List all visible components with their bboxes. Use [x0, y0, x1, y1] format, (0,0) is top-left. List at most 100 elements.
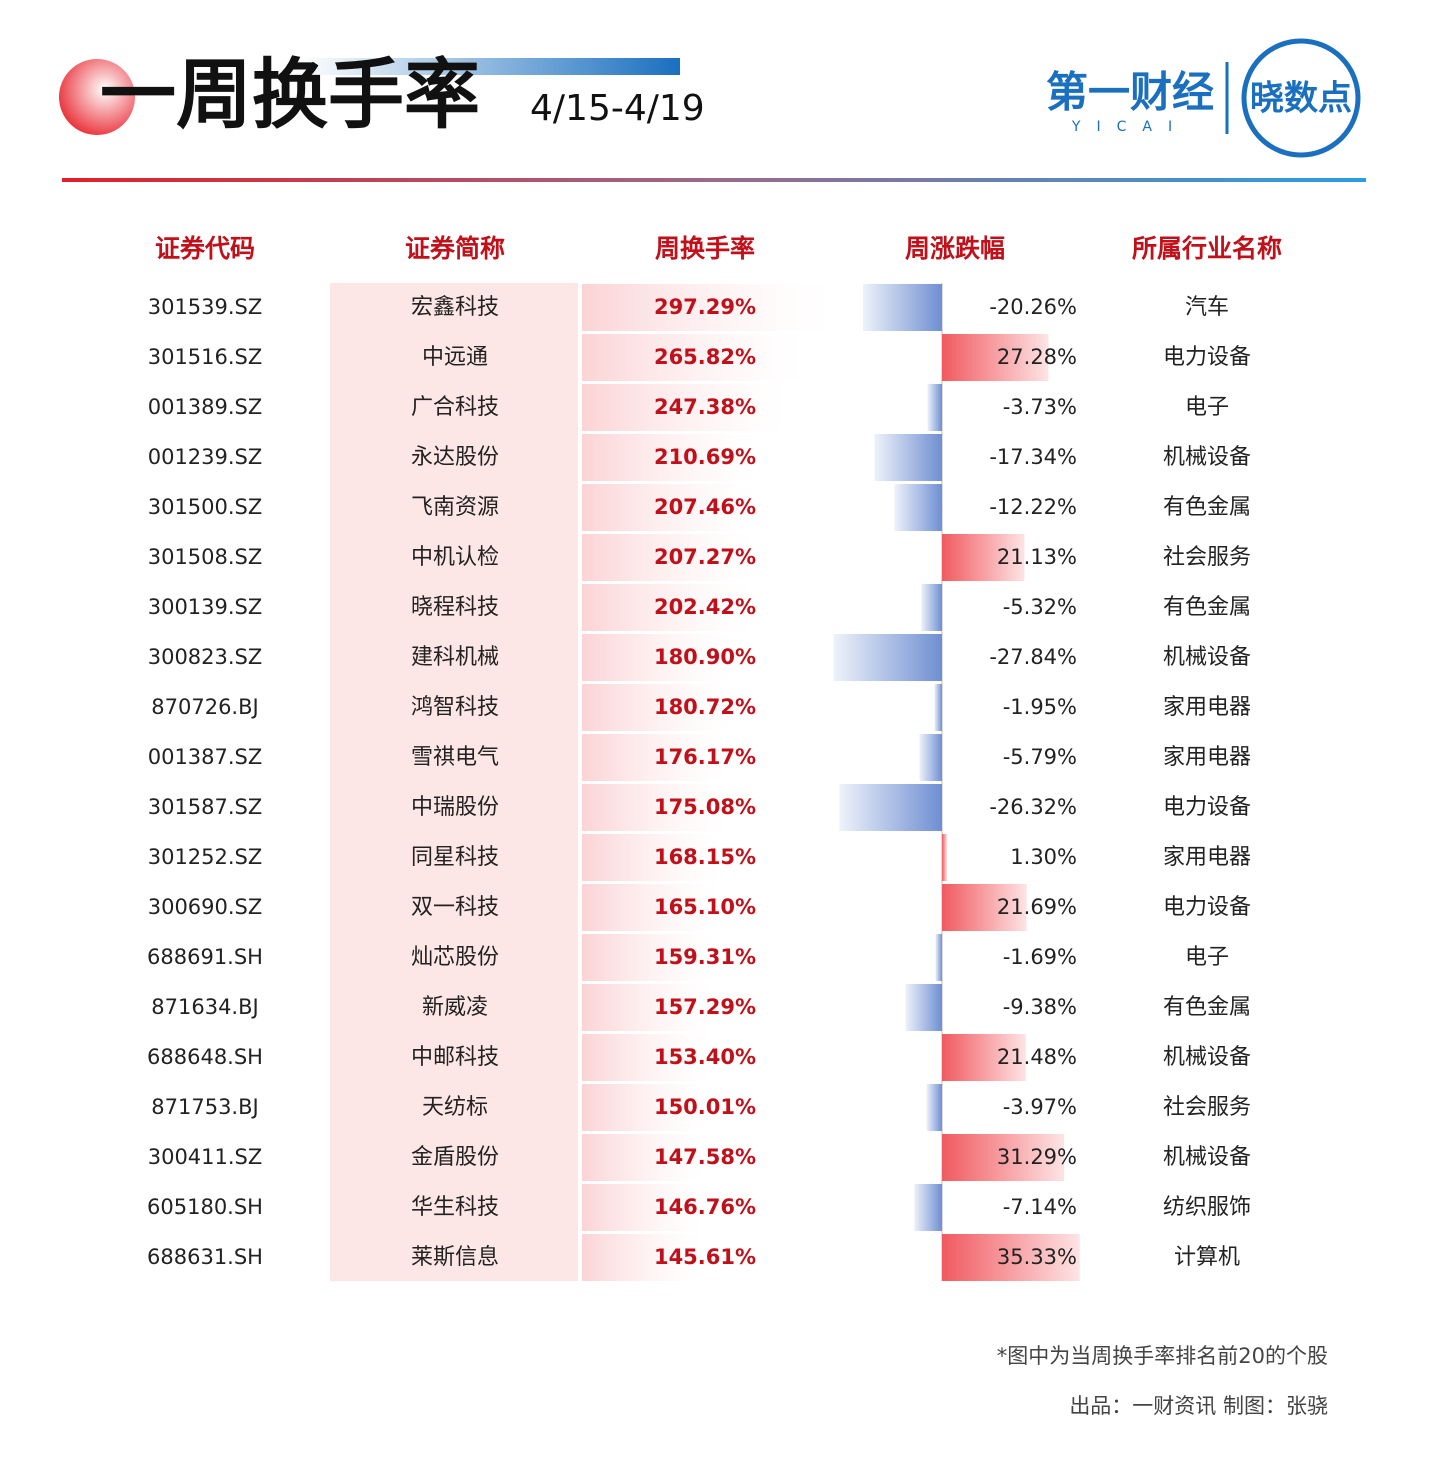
change-bar — [942, 1234, 1080, 1281]
industry: 家用电器 — [1163, 745, 1251, 770]
turnover-label: 210.69% — [654, 445, 756, 469]
change-label: -7.14% — [1003, 1195, 1077, 1219]
name: 永达股份 — [411, 445, 499, 470]
change-label: -3.97% — [1003, 1095, 1077, 1119]
turnover-bar — [582, 384, 789, 431]
turnover-label: 180.72% — [654, 695, 756, 719]
badge — [1241, 38, 1361, 158]
turnover-label: 159.31% — [654, 945, 756, 969]
industry: 社会服务 — [1163, 545, 1251, 570]
title-dot — [59, 59, 135, 135]
name: 新威凌 — [422, 995, 488, 1020]
name: 晓程科技 — [411, 595, 499, 620]
turnover-label: 180.90% — [654, 645, 756, 669]
industry: 汽车 — [1185, 295, 1229, 320]
name: 广合科技 — [411, 395, 499, 420]
industry: 电子 — [1185, 945, 1229, 970]
change-bar — [934, 684, 942, 731]
change-label: -1.69% — [1003, 945, 1077, 969]
turnover-bar — [582, 734, 729, 781]
turnover-bar — [582, 634, 733, 681]
name: 同星科技 — [411, 845, 499, 870]
name: 飞南资源 — [411, 495, 499, 520]
name: 金盾股份 — [411, 1145, 499, 1170]
change-label: 21.48% — [997, 1045, 1077, 1069]
name: 天纺标 — [422, 1095, 488, 1120]
code: 300139.SZ — [148, 595, 263, 619]
industry: 电力设备 — [1163, 895, 1251, 920]
column-header: 所属行业名称 — [1132, 234, 1282, 263]
title-accent — [300, 58, 680, 75]
industry: 电子 — [1185, 395, 1229, 420]
code: 300690.SZ — [148, 895, 263, 919]
industry: 电力设备 — [1163, 345, 1251, 370]
change-label: 1.30% — [1010, 845, 1077, 869]
change-bar — [935, 934, 942, 981]
change-label: -1.95% — [1003, 695, 1077, 719]
industry: 机械设备 — [1163, 1045, 1251, 1070]
turnover-label: 146.76% — [654, 1195, 756, 1219]
name: 建科机械 — [411, 645, 499, 670]
turnover-bar — [582, 884, 720, 931]
name: 华生科技 — [411, 1195, 499, 1220]
turnover-bar — [582, 984, 714, 1031]
change-label: -5.32% — [1003, 595, 1077, 619]
turnover-label: 150.01% — [654, 1095, 756, 1119]
credit: 出品：一财资讯 制图：张骁 — [1069, 1394, 1328, 1418]
code: 870726.BJ — [151, 695, 258, 719]
turnover-bar — [582, 834, 723, 881]
turnover-label: 207.27% — [654, 545, 756, 569]
name: 宏鑫科技 — [411, 295, 499, 320]
code: 001387.SZ — [148, 745, 263, 769]
change-bar — [833, 634, 942, 681]
change-bar — [914, 1184, 942, 1231]
name: 中邮科技 — [411, 1045, 499, 1070]
name: 双一科技 — [411, 895, 499, 920]
column-header: 证券代码 — [155, 234, 255, 263]
turnover-label: 168.15% — [654, 845, 756, 869]
code: 301508.SZ — [148, 545, 263, 569]
change-label: -20.26% — [989, 295, 1077, 319]
change-bar — [874, 434, 942, 481]
column-header: 周涨跌幅 — [905, 234, 1005, 263]
change-bar — [942, 334, 1049, 381]
turnover-label: 247.38% — [654, 395, 756, 419]
code: 301500.SZ — [148, 495, 263, 519]
turnover-bar — [582, 1084, 708, 1131]
industry: 机械设备 — [1163, 645, 1251, 670]
change-label: 21.69% — [997, 895, 1077, 919]
code: 605180.SH — [147, 1195, 263, 1219]
turnover-bar — [582, 1234, 704, 1281]
change-bar — [942, 534, 1025, 581]
title: 一周换手率 — [100, 50, 480, 139]
name: 中机认检 — [411, 545, 499, 570]
code: 301587.SZ — [148, 795, 263, 819]
industry: 社会服务 — [1163, 1095, 1251, 1120]
name: 莱斯信息 — [411, 1245, 499, 1270]
turnover-bar — [582, 484, 756, 531]
change-bar — [919, 734, 942, 781]
turnover-bar — [582, 434, 758, 481]
change-bar — [862, 284, 942, 331]
industry: 电力设备 — [1163, 795, 1251, 820]
change-bar — [839, 784, 942, 831]
code: 688691.SH — [147, 945, 263, 969]
industry: 有色金属 — [1163, 595, 1251, 620]
change-label: -27.84% — [989, 645, 1077, 669]
code: 871753.BJ — [151, 1095, 258, 1119]
change-label: 21.13% — [997, 545, 1077, 569]
turnover-bar — [582, 334, 804, 381]
change-label: 35.33% — [997, 1245, 1077, 1269]
industry: 纺织服饰 — [1163, 1195, 1251, 1220]
change-label: -3.73% — [1003, 395, 1077, 419]
turnover-label: 207.46% — [654, 495, 756, 519]
header-rule — [62, 178, 1366, 182]
industry: 家用电器 — [1163, 695, 1251, 720]
turnover-bar — [582, 684, 733, 731]
code: 871634.BJ — [151, 995, 258, 1019]
code: 301252.SZ — [148, 845, 263, 869]
code: 301516.SZ — [148, 345, 263, 369]
change-label: -26.32% — [989, 795, 1077, 819]
turnover-bar — [582, 534, 755, 581]
